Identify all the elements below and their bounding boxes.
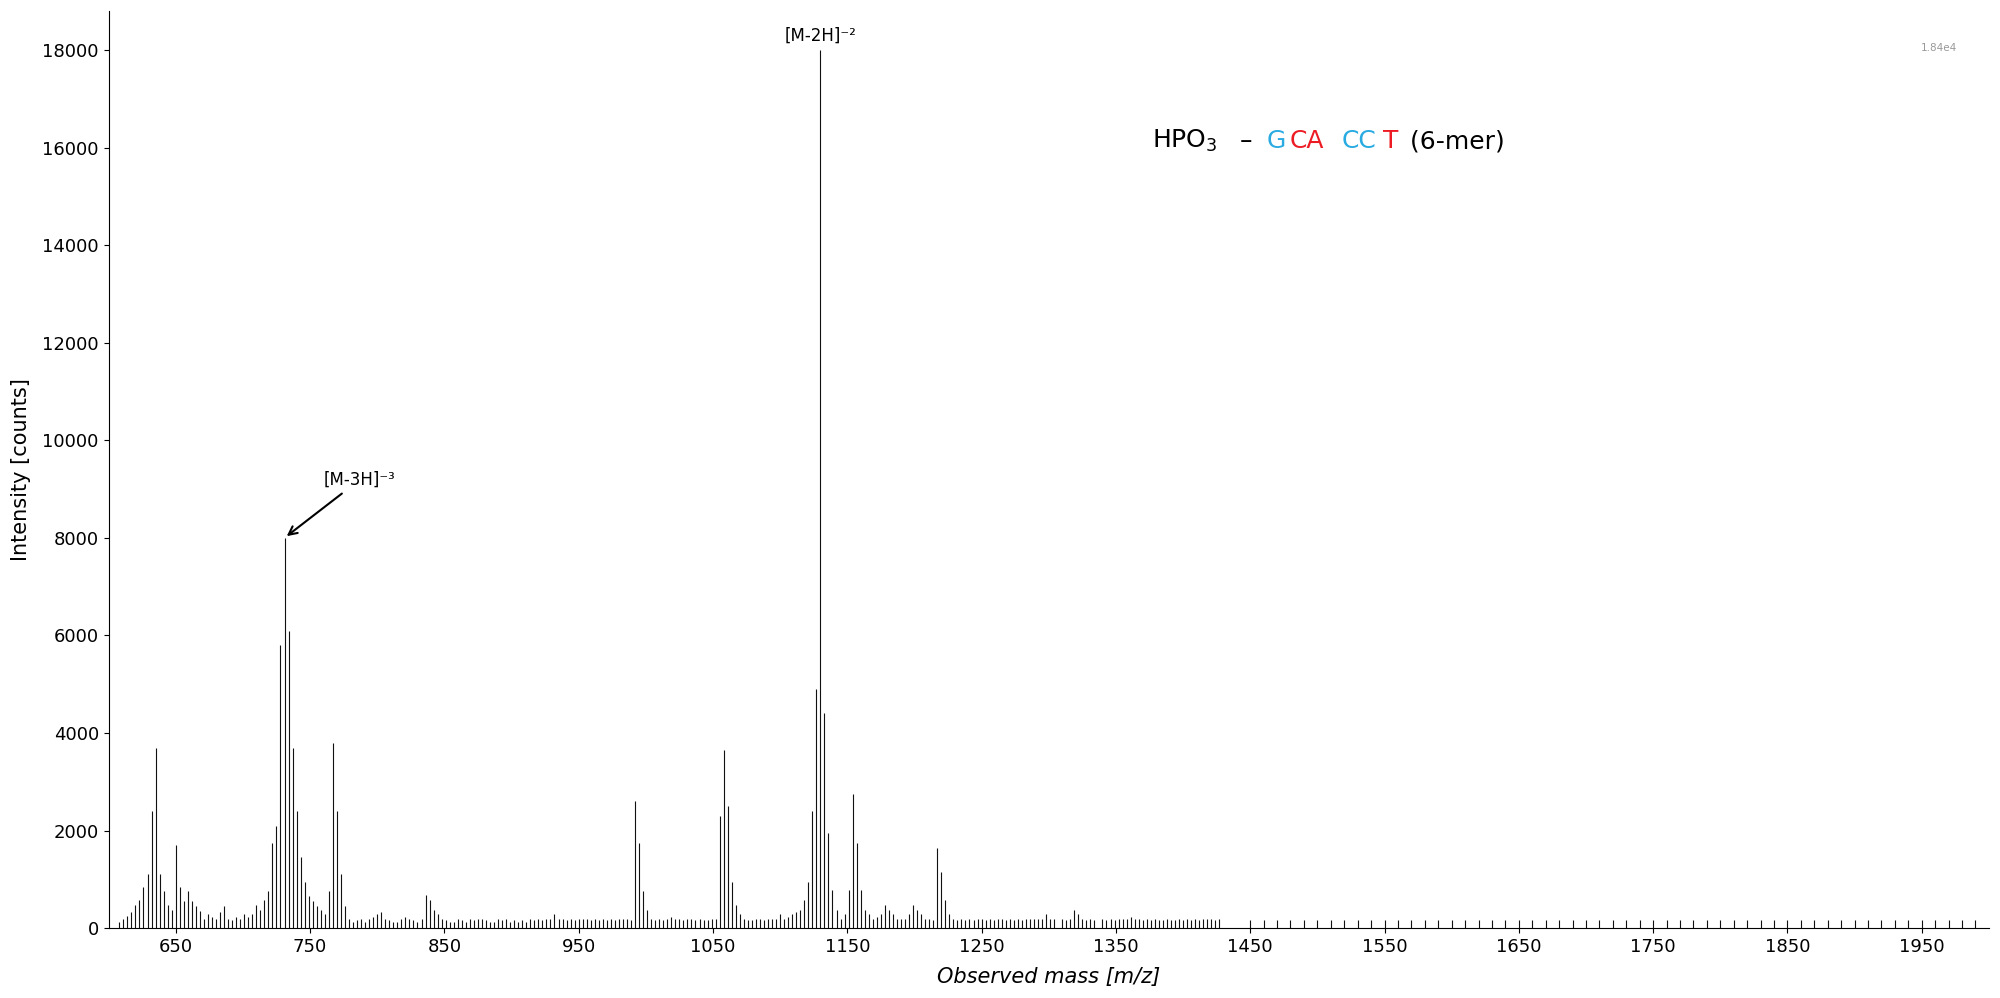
Text: [M-2H]⁻²: [M-2H]⁻² (784, 26, 856, 44)
Text: T: T (1384, 130, 1398, 154)
Text: CC: CC (1342, 130, 1376, 154)
Text: CA: CA (1290, 130, 1324, 154)
Text: G: G (1266, 130, 1286, 154)
Y-axis label: Intensity [counts]: Intensity [counts] (12, 378, 32, 561)
Text: HPO$_3$: HPO$_3$ (1152, 128, 1218, 155)
X-axis label: Observed mass [m/z]: Observed mass [m/z] (938, 967, 1160, 987)
Text: 1.84e4: 1.84e4 (1920, 43, 1956, 53)
Text: –: – (1232, 130, 1260, 154)
Text: [M-3H]⁻³: [M-3H]⁻³ (288, 471, 396, 535)
Text: (6-mer): (6-mer) (1402, 130, 1504, 154)
